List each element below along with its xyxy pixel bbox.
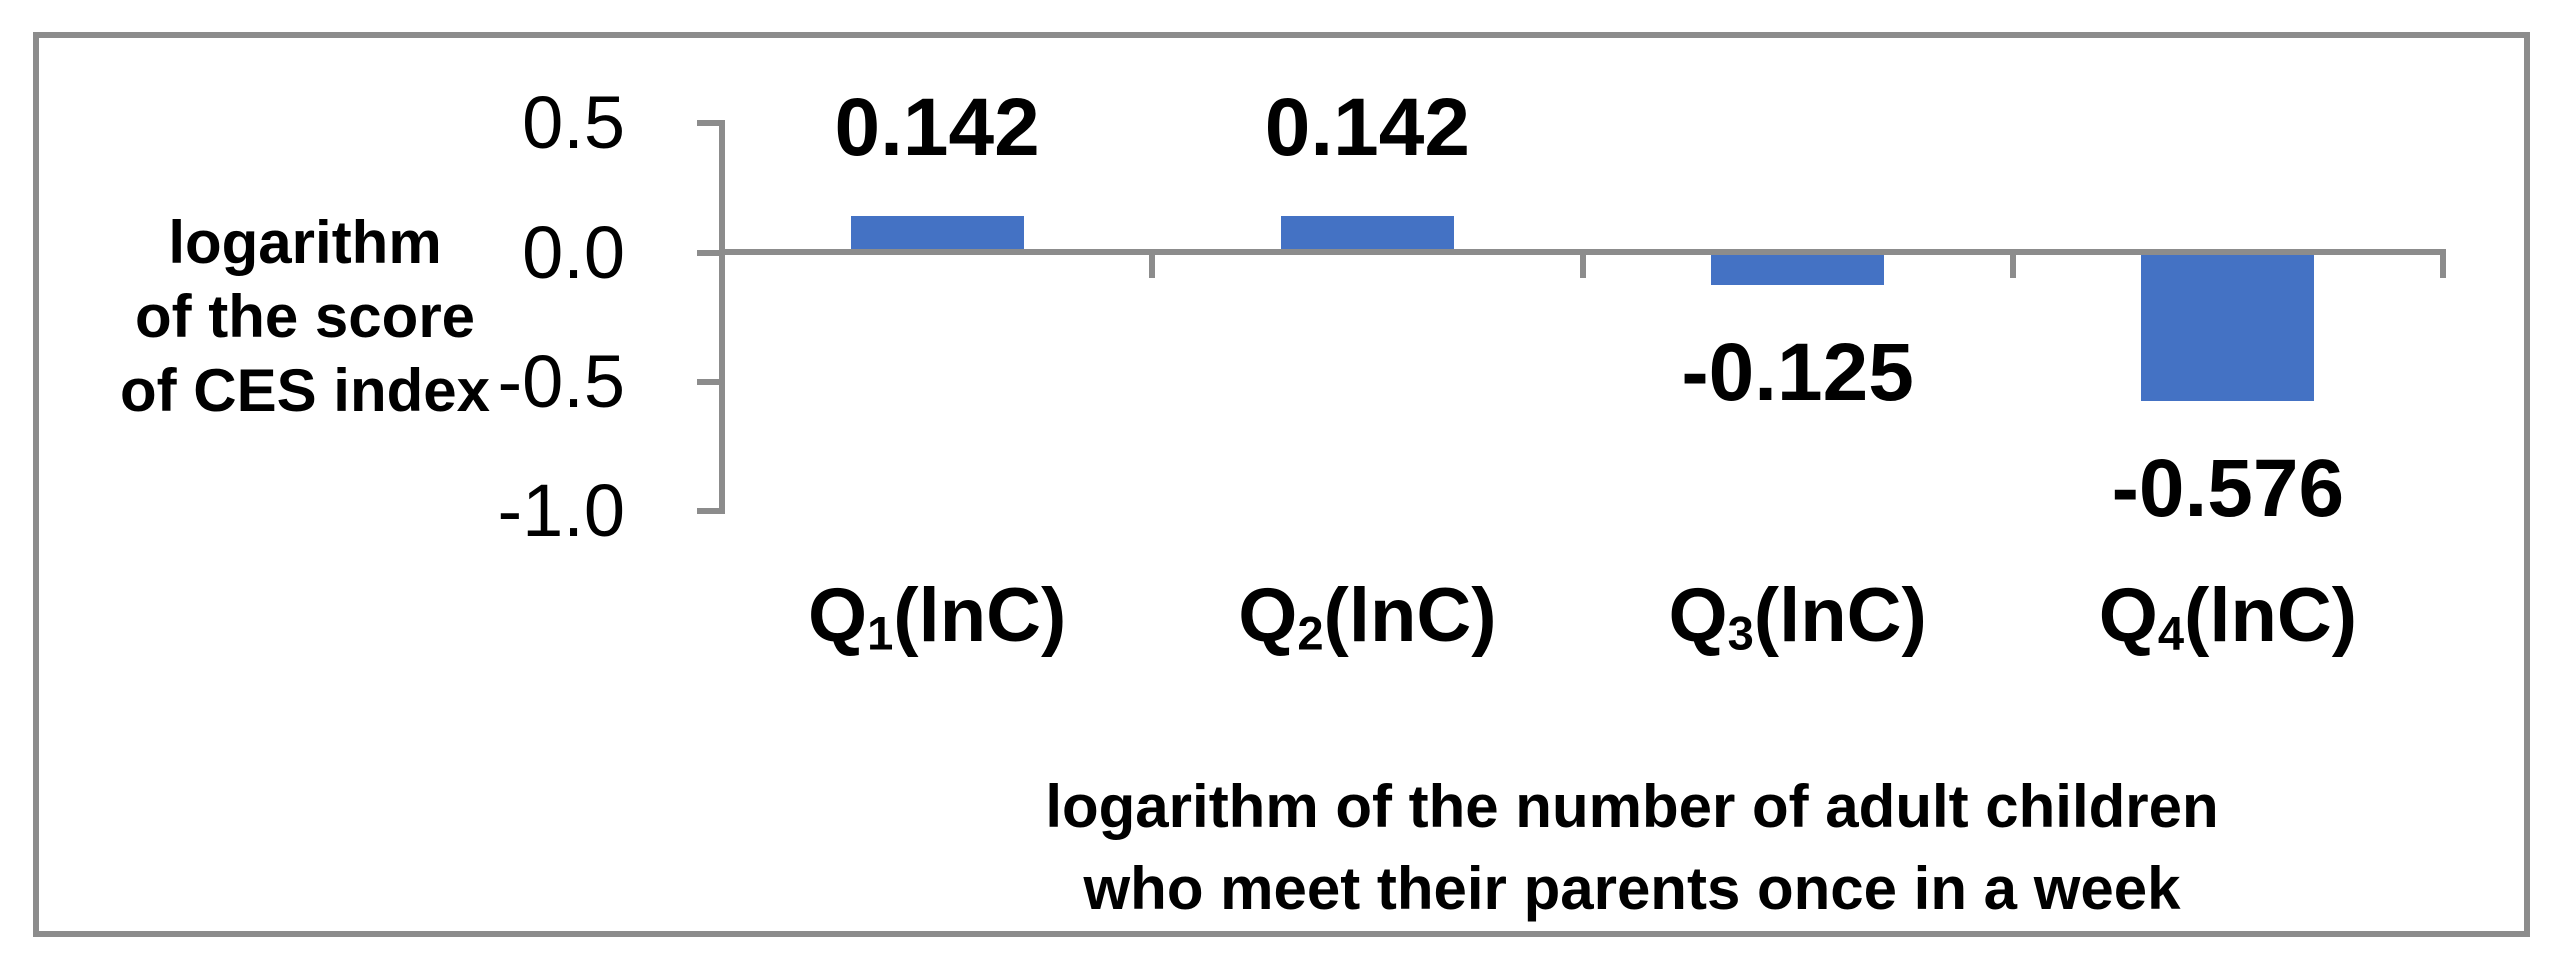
category-label: Q2(lnC): [1238, 573, 1497, 660]
x-tick-mark: [2009, 255, 2016, 278]
chart-border: [33, 32, 2530, 937]
y-tick-mark: [697, 120, 722, 127]
category-subscript: 2: [1297, 606, 1324, 660]
y-axis-title: logarithm of the score of CES index: [110, 206, 500, 428]
x-axis-line: [719, 249, 2446, 255]
y-tick-mark: [697, 378, 722, 385]
x-tick-mark: [1579, 255, 1586, 278]
bar: [1711, 252, 1885, 285]
bar: [1280, 215, 1454, 253]
y-axis-line: [719, 120, 725, 514]
category-subscript: 4: [2157, 606, 2185, 660]
x-axis-title-line: who meet their parents once in a week: [1083, 855, 2181, 922]
y-tick-label: 0.5: [522, 81, 625, 165]
y-tick-label: 0.0: [522, 210, 625, 294]
y-tick-mark: [697, 508, 722, 515]
x-tick-mark: [2440, 255, 2446, 278]
category-label: Q3(lnC): [1668, 573, 1927, 660]
y-axis-title-line: logarithm: [168, 209, 442, 276]
y-axis-title-line: of the score: [134, 283, 476, 350]
bar: [850, 215, 1024, 253]
bar-value-label: -0.125: [1681, 326, 1914, 418]
x-axis-title-line: logarithm of the number of adult childre…: [1045, 773, 2219, 840]
bar-value-label: 0.142: [834, 81, 1040, 173]
x-axis-title: logarithm of the number of adult childre…: [932, 766, 2332, 930]
category-subscript: 3: [1727, 606, 1754, 660]
category-label: Q1(lnC): [807, 573, 1067, 660]
bar: [2141, 252, 2315, 402]
x-tick-mark: [1149, 255, 1156, 278]
category-label: Q4(lnC): [2098, 573, 2358, 660]
y-tick-label: -1.0: [497, 469, 625, 553]
bar-value-label: 0.142: [1264, 81, 1470, 173]
bar-value-label: -0.576: [2111, 443, 2345, 535]
y-tick-mark: [697, 249, 722, 256]
y-axis-title-line: of CES index: [119, 357, 491, 424]
category-subscript: 1: [867, 606, 894, 660]
y-tick-label: -0.5: [497, 339, 625, 423]
